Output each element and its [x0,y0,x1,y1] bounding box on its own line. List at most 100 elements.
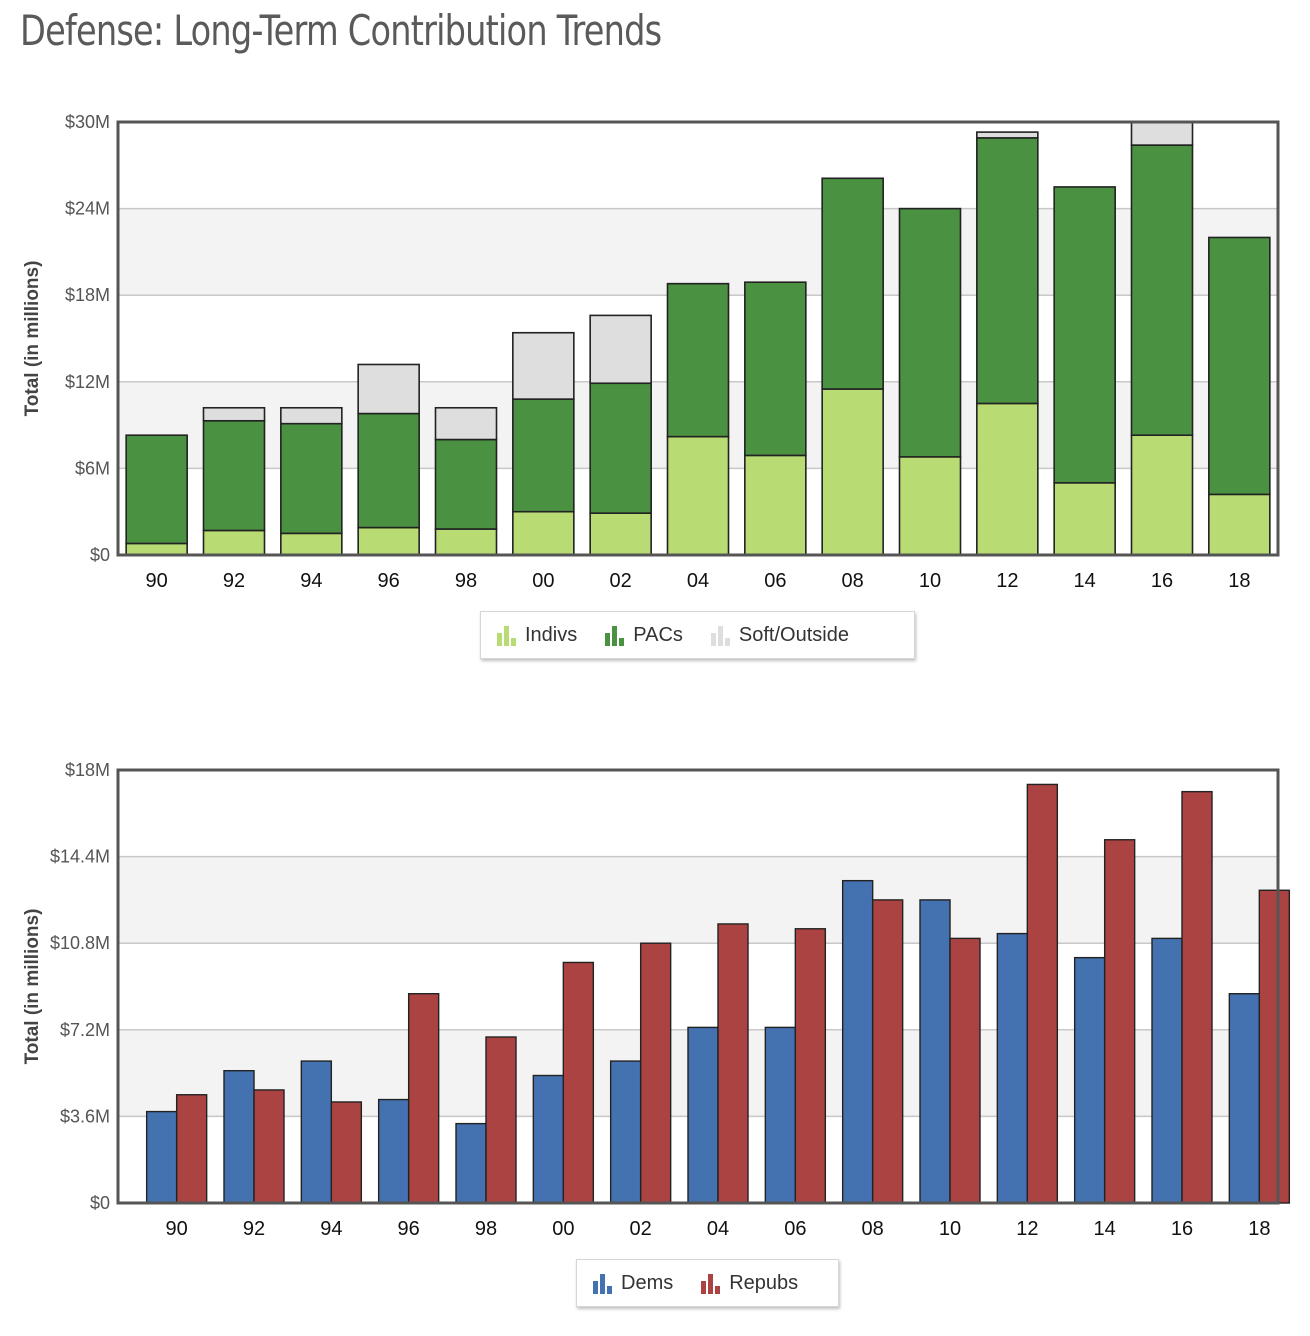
x-tick-label: 92 [243,1218,265,1240]
x-tick-label: 06 [784,1218,806,1240]
x-tick-label: 02 [630,1218,652,1240]
chart-2-legend: Dems Repubs [576,1259,839,1307]
bar-indivs-12 [976,402,1039,556]
bar-soft-outside-00 [512,331,575,400]
bar-chart-icon [710,626,730,646]
bar-pacs-94 [280,422,343,535]
x-tick-label: 04 [687,570,709,592]
x-tick-label: 08 [842,570,864,592]
page-title: Defense: Long-Term Contribution Trends [20,6,662,55]
x-tick-label: 16 [1151,570,1173,592]
bar-pacs-06 [744,281,807,457]
bar-dems-16 [1151,937,1183,1204]
bar-repubs-10 [949,937,981,1204]
y-tick-label: $10.8M [50,933,110,953]
bar-pacs-10 [898,207,962,458]
bar-indivs-92 [202,529,266,556]
contributions-by-party-chart: $0 $3.6M $7.2M $10.8M $14.4M $18M Total (in mi… [22,760,1291,1240]
bar-repubs-90 [175,1094,208,1204]
bar-pacs-02 [589,382,652,514]
bar-soft-outside-98 [434,406,498,441]
y-axis-title: Total (in millions) [22,261,43,417]
bar-indivs-96 [357,526,420,556]
y-tick-label: $7.2M [60,1020,110,1040]
bar-pacs-98 [434,438,498,530]
x-tick-label: 98 [455,570,477,592]
bar-pacs-14 [1053,186,1116,484]
bar-dems-14 [1073,956,1106,1204]
bar-dems-04 [687,1026,719,1204]
bar-pacs-96 [357,412,420,529]
x-tick-label: 94 [300,570,322,592]
bar-repubs-00 [562,961,595,1204]
legend-item-indivs[interactable]: Indivs [495,624,577,647]
bar-chart-icon [605,626,625,646]
bar-dems-02 [609,1060,642,1204]
bar-chart-icon [701,1274,721,1294]
bar-soft-outside-94 [280,406,343,425]
legend-label: Soft/Outside [738,623,849,646]
bar-dems-18 [1228,993,1261,1204]
x-tick-label: 18 [1248,1218,1270,1240]
bar-repubs-96 [407,993,440,1204]
bar-indivs-10 [898,456,962,556]
y-tick-label: $0 [90,1193,110,1213]
bar-dems-94 [300,1060,333,1204]
x-tick-label: 12 [1016,1218,1038,1240]
y-tick-label: $30M [65,112,110,132]
bar-indivs-90 [125,542,188,556]
bar-soft-outside-12 [976,131,1039,139]
bar-indivs-02 [589,512,652,556]
bar-dems-08 [841,879,874,1204]
bar-pacs-16 [1130,144,1194,437]
bar-soft-outside-92 [202,406,266,422]
x-tick-label: 10 [919,570,941,592]
x-tick-label: 14 [1074,570,1096,592]
legend-label: PACs [633,623,683,646]
x-tick-label: 06 [764,570,786,592]
x-tick-label: 10 [939,1218,961,1240]
x-tick-label: 90 [166,1218,188,1240]
bar-repubs-98 [485,1036,517,1204]
bar-indivs-14 [1053,482,1116,556]
x-tick-label: 08 [862,1218,884,1240]
bar-indivs-18 [1208,493,1271,556]
y-tick-label: $24M [65,199,110,219]
bar-dems-90 [145,1110,178,1204]
bar-indivs-94 [280,532,343,556]
y-tick-label: $18M [65,285,110,305]
bar-pacs-90 [125,434,188,545]
bar-indivs-16 [1130,434,1194,556]
bar-repubs-18 [1258,889,1291,1204]
x-tick-label: 94 [320,1218,342,1240]
legend-item-soft-outside[interactable]: Soft/Outside [709,624,849,647]
y-tick-label: $14.4M [50,847,110,867]
bar-repubs-08 [871,899,904,1204]
y-tick-label: $3.6M [60,1106,110,1126]
bar-indivs-08 [821,388,884,556]
bar-indivs-04 [666,435,730,556]
bar-indivs-98 [434,528,498,556]
bar-dems-96 [377,1098,410,1204]
bar-repubs-94 [330,1101,363,1204]
x-tick-label: 12 [996,570,1018,592]
bar-soft-outside-96 [357,363,420,415]
y-tick-label: $0 [90,545,110,565]
plot-border [116,120,1280,557]
chart-1-legend: Indivs PACs Soft/Outside [480,611,915,659]
legend-item-pacs[interactable]: PACs [603,624,683,647]
legend-label: Dems [621,1271,674,1294]
x-tick-label: 92 [223,570,245,592]
plot-border [116,768,1280,1205]
bar-repubs-14 [1103,839,1136,1204]
x-tick-label: 02 [610,570,632,592]
bar-pacs-04 [666,282,730,438]
bar-indivs-00 [512,510,575,556]
legend-item-repubs[interactable]: Repubs [699,1272,798,1295]
legend-item-dems[interactable]: Dems [591,1272,673,1295]
bar-repubs-16 [1181,790,1213,1204]
bar-repubs-12 [1026,783,1059,1204]
x-tick-label: 96 [378,570,400,592]
bar-pacs-18 [1208,236,1271,496]
bar-dems-00 [532,1074,565,1204]
